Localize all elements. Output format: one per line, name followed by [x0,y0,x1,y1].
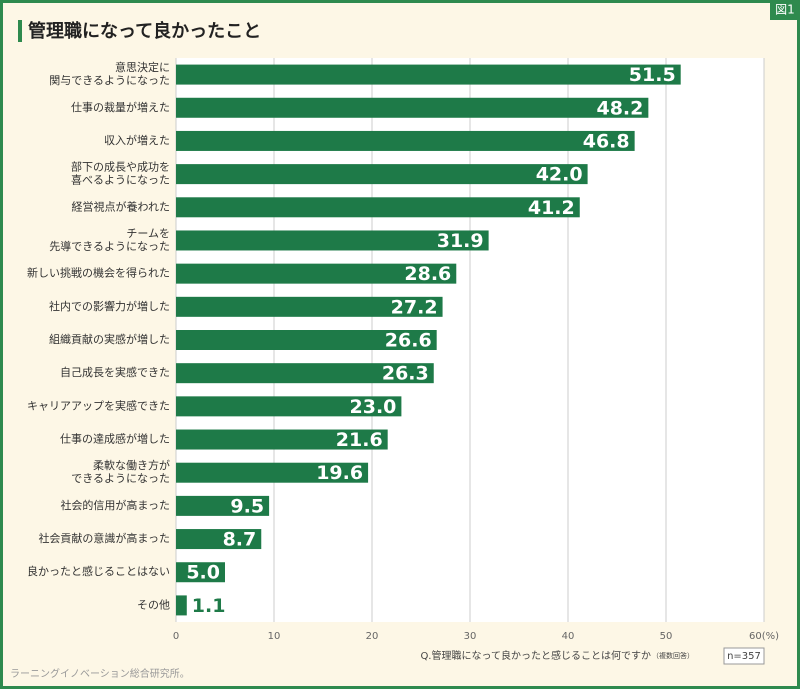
y-tick-label: 先導できるようになった [49,239,170,253]
sample-box [723,647,765,665]
question: Q.管理職になって良かったと感じることは何ですか [420,649,651,662]
value-label: 8.7 [223,529,257,551]
bar [176,495,270,516]
y-tick-label: できるようになった [71,472,170,485]
y-tick-label: 意思決定に [115,60,170,74]
value-label: 26.3 [382,363,429,385]
value-label: 42.0 [536,164,583,186]
bar [176,330,437,350]
bar [176,462,369,483]
bar [176,529,262,550]
y-tick-label: 収入が増えた [104,133,170,147]
value-label: 41.2 [528,197,575,219]
y-tick-label: 社内での影響力が増した [49,299,170,313]
x-tick-label: 60(%) [749,631,779,642]
x-tick-label: 50 [660,631,673,642]
value-label: 1.1 [192,595,226,617]
x-tick-label: 0 [173,631,179,642]
bar [176,64,681,85]
value-label: 51.5 [629,64,676,86]
bar [176,263,457,284]
bar [176,363,434,384]
y-tick-label: キャリアアップを実感できた [27,398,170,412]
title-mark [18,20,22,42]
bar [176,97,649,118]
bar [176,429,388,450]
y-tick-label: 組織貢献の実感が増した [49,332,170,346]
y-tick-label: 仕事の裁量が増えた [71,100,170,114]
value-label: 46.8 [583,130,630,152]
chart-title: 管理職になって良かったこと [28,20,261,42]
bar [176,164,588,185]
y-tick-label: 関与できるようになった [49,74,170,87]
value-label: 26.6 [385,330,432,352]
y-tick-label: 社会的信用が高まった [60,498,170,512]
value-label: 5.0 [186,562,220,584]
bar [176,396,402,417]
badge: 図1 [775,3,795,17]
bar [176,197,580,218]
y-tick-label: 柔軟な働き方が [93,458,170,472]
bar [176,230,489,251]
badge-bg [770,0,800,20]
x-tick-label: 30 [464,631,477,642]
bar [176,562,225,583]
x-tick-label: 20 [366,631,379,642]
y-tick-label: 社会貢献の意識が高まった [38,531,170,545]
value-label: 21.6 [336,429,383,451]
y-tick-label: 良かったと感じることはない [27,564,170,578]
value-label: 9.5 [230,495,264,517]
bar [176,595,187,616]
y-tick-label: 経営視点が養われた [72,199,170,213]
value-label: 19.6 [316,462,363,484]
value-label: 31.9 [437,230,484,252]
question-note: （複数回答） [652,651,694,660]
y-tick-label: 喜べるようになった [71,174,170,187]
y-tick-label: その他 [137,598,170,611]
x-tick-label: 40 [562,631,575,642]
value-label: 23.0 [350,396,397,418]
value-label: 27.2 [391,296,438,318]
sample: n=357 [727,651,761,662]
y-tick-label: 自己成長を実感できた [60,365,170,379]
value-label: 28.6 [404,263,451,285]
value-label: 48.2 [596,97,643,119]
bar [176,296,443,317]
y-tick-label: 仕事の達成感が増した [60,432,170,446]
bar [176,130,635,151]
y-tick-label: 新しい挑戦の機会を得られた [27,266,170,280]
source: ラーニングイノベーション総合研究所。 [10,667,190,680]
y-tick-label: チームを [126,227,170,240]
y-tick-label: 部下の成長や成功を [71,160,170,174]
x-tick-label: 10 [268,631,281,642]
